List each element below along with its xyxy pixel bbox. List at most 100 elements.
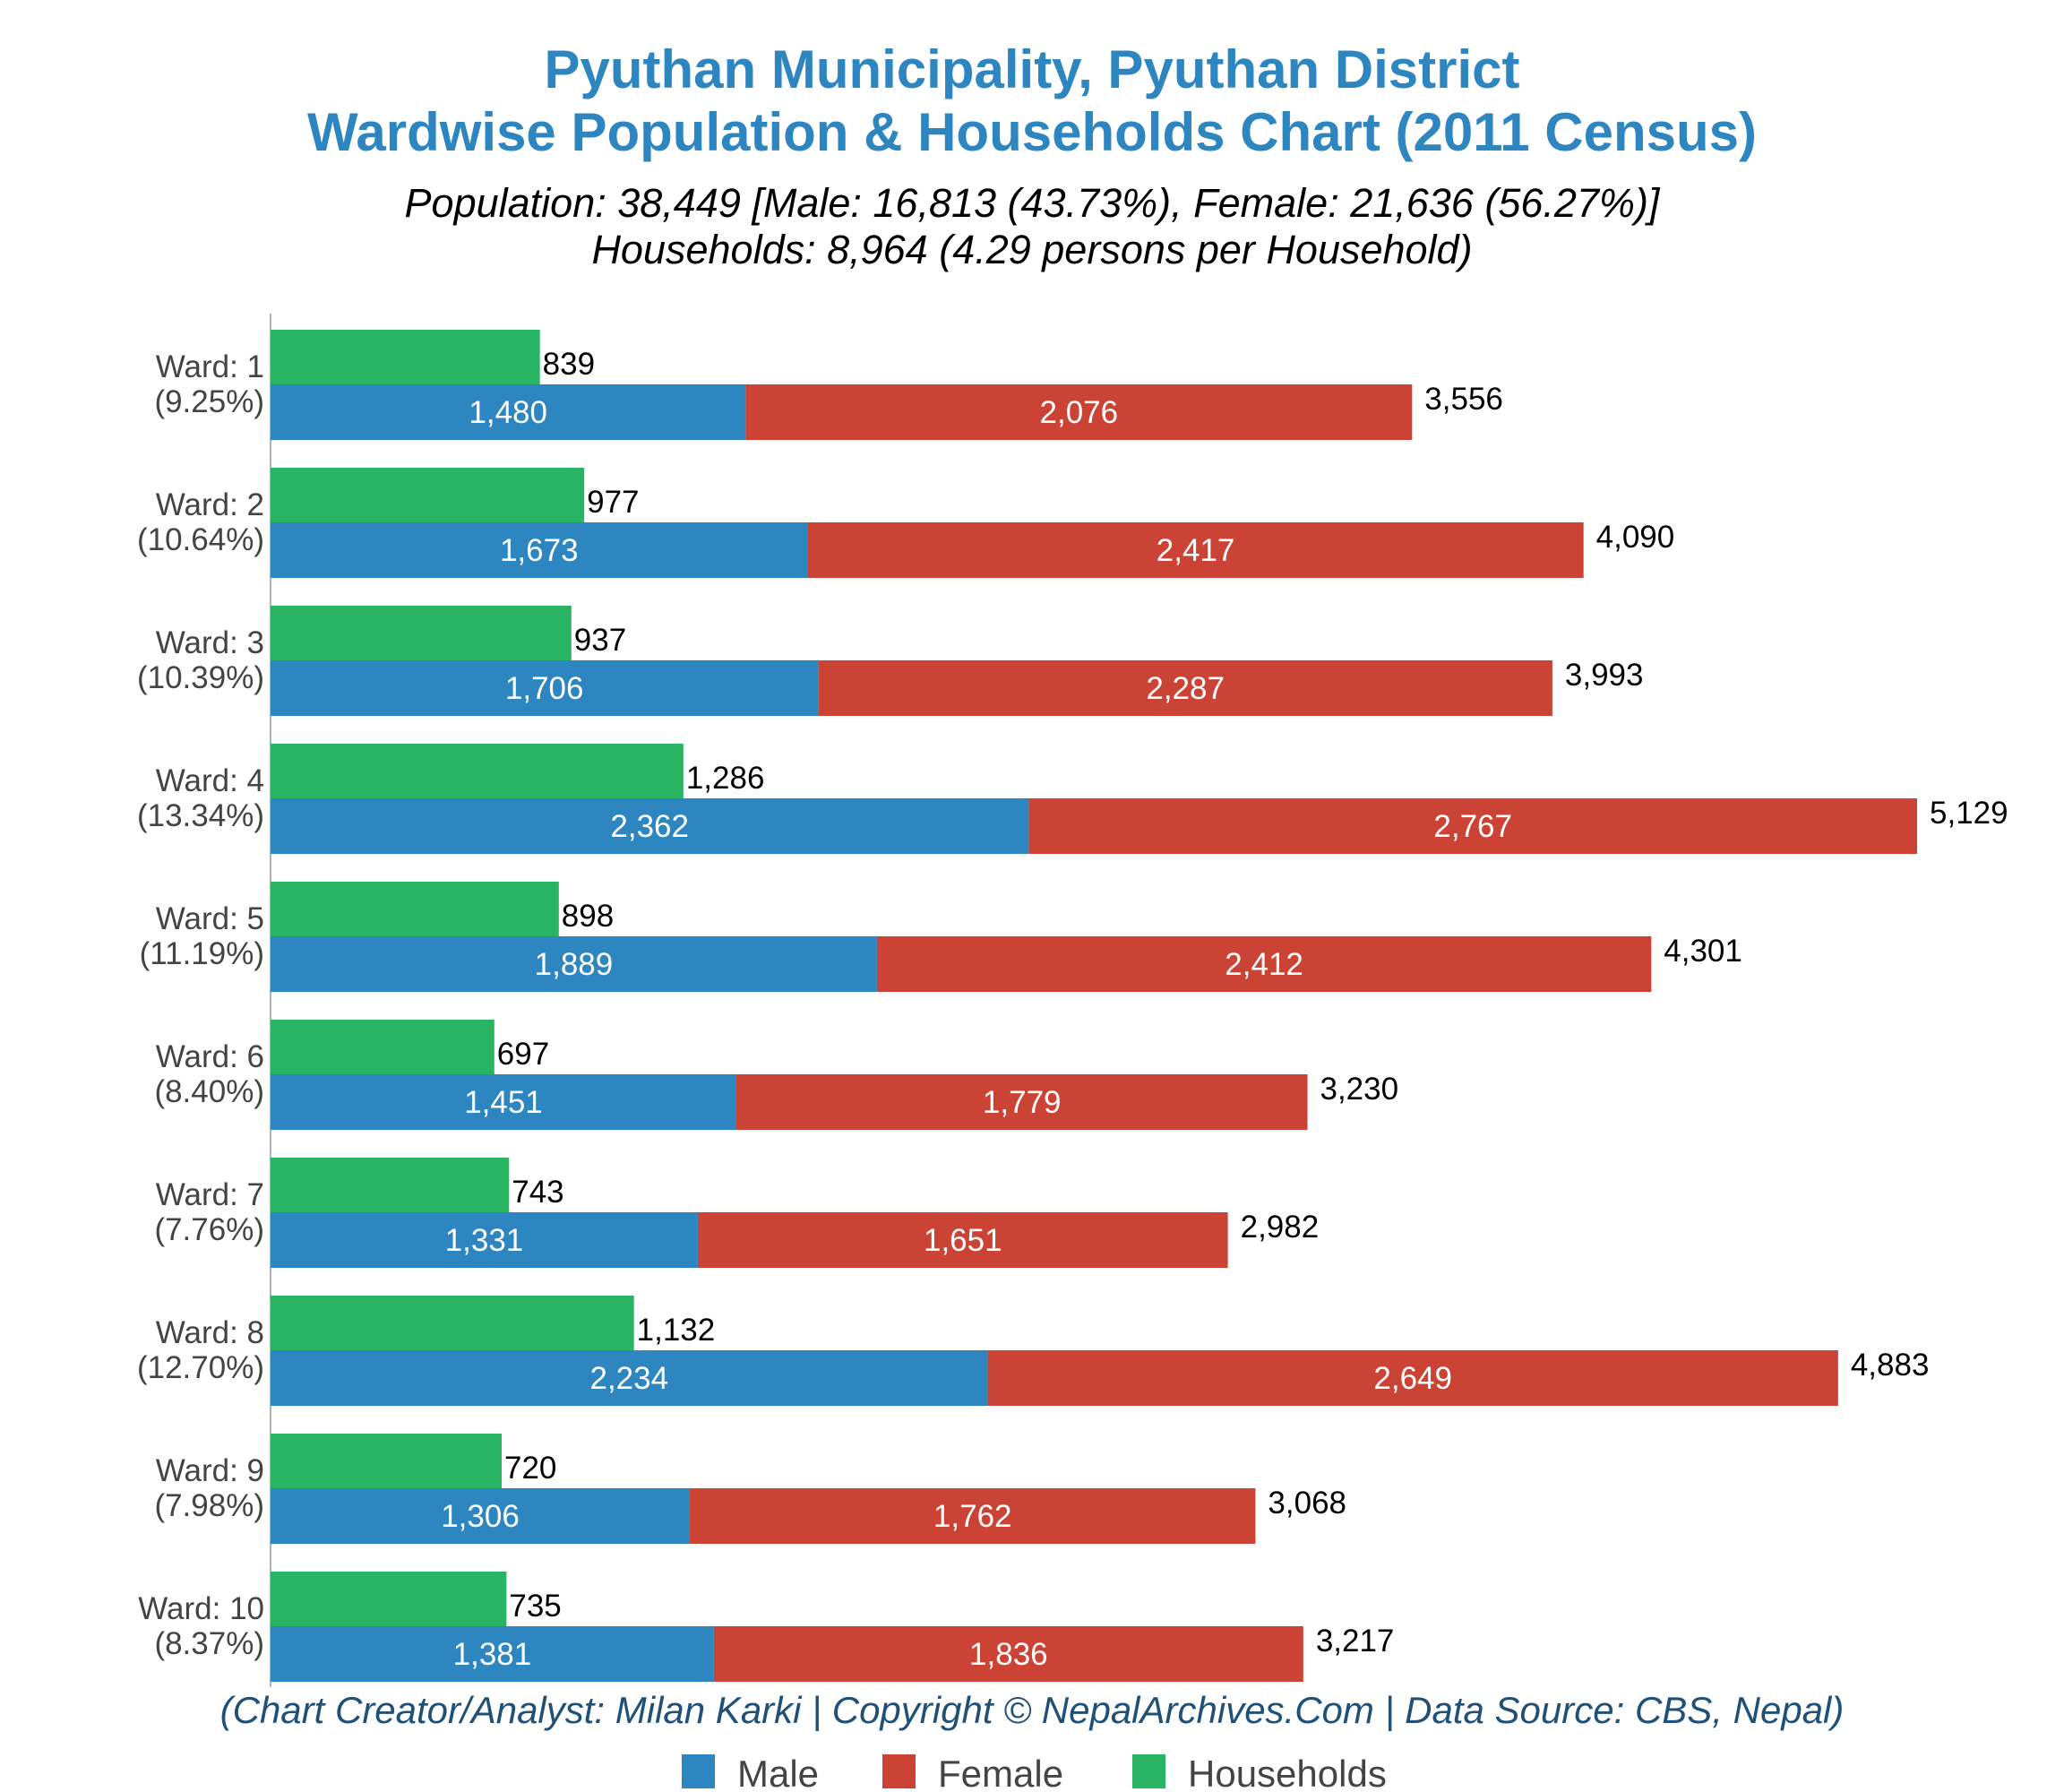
total-value-label: 3,993: [1565, 658, 1644, 693]
legend: Male Female Households: [682, 1753, 1387, 1792]
legend-item-households: Households: [1132, 1753, 1387, 1792]
male-value-label: 1,480: [469, 395, 547, 430]
female-value-label: 2,287: [1146, 671, 1225, 706]
households-value-label: 898: [562, 899, 614, 934]
legend-swatch: [1132, 1754, 1165, 1788]
households-value-label: 735: [509, 1589, 561, 1624]
male-bar: [271, 936, 877, 992]
male-bar: [271, 1350, 988, 1406]
male-value-label: 1,306: [441, 1499, 520, 1534]
total-value-label: 4,301: [1664, 934, 1742, 969]
ward-share-label: (7.98%): [154, 1488, 264, 1523]
female-value-label: 1,651: [924, 1223, 1002, 1258]
households-value-label: 1,132: [637, 1313, 716, 1348]
ward-group: Ward: 3(10.39%) 937 1,706 2,287 3,993: [137, 606, 1644, 716]
ward-label: Ward: 6: [156, 1039, 264, 1074]
male-bar: [271, 1488, 691, 1544]
female-value-label: 2,649: [1373, 1361, 1452, 1396]
households-value-label: 839: [543, 347, 595, 382]
households-bar: [271, 1020, 494, 1074]
chart-title-line-1: Pyuthan Municipality, Pyuthan District: [544, 39, 1519, 99]
female-bar: [818, 660, 1552, 716]
female-bar: [697, 1212, 1228, 1268]
female-bar: [745, 384, 1413, 440]
households-bar: [271, 1158, 510, 1212]
ward-label: Ward: 9: [156, 1453, 264, 1488]
male-value-label: 1,673: [500, 533, 579, 568]
ward-group: Ward: 7(7.76%) 743 1,331 1,651 2,982: [154, 1158, 1319, 1268]
female-bar: [876, 936, 1652, 992]
ward-share-label: (8.37%): [154, 1626, 264, 1661]
female-value-label: 1,762: [933, 1499, 1012, 1534]
male-bar: [271, 384, 746, 440]
female-bar: [807, 522, 1584, 578]
ward-group: Ward: 8(12.70%) 1,132 2,234 2,649 4,883: [137, 1296, 1929, 1406]
ward-label: Ward: 10: [138, 1591, 264, 1626]
chart-title-line-2: Wardwise Population & Households Chart (…: [307, 102, 1757, 162]
ward-label: Ward: 4: [156, 763, 264, 798]
ward-share-label: (8.40%): [154, 1074, 264, 1109]
total-value-label: 3,230: [1320, 1072, 1398, 1107]
legend-swatch: [682, 1754, 715, 1788]
male-value-label: 1,381: [453, 1637, 532, 1672]
ward-group: Ward: 9(7.98%) 720 1,306 1,762 3,068: [154, 1434, 1346, 1544]
male-bar: [271, 1626, 714, 1682]
ward-label: Ward: 1: [156, 349, 264, 384]
households-bar: [271, 1434, 503, 1488]
total-value-label: 4,090: [1596, 520, 1675, 555]
male-bar: [271, 660, 819, 716]
households-value-label: 720: [504, 1451, 556, 1486]
female-bar: [713, 1626, 1303, 1682]
female-value-label: 2,412: [1225, 947, 1303, 982]
female-value-label: 2,767: [1433, 809, 1512, 844]
ward-share-label: (7.76%): [154, 1212, 264, 1247]
female-bar: [735, 1074, 1308, 1130]
female-bar: [690, 1488, 1256, 1544]
ward-share-label: (10.39%): [137, 660, 264, 695]
chart-credit: (Chart Creator/Analyst: Milan Karki | Co…: [220, 1689, 1845, 1732]
ward-share-label: (13.34%): [137, 798, 264, 833]
female-value-label: 1,779: [983, 1085, 1062, 1120]
ward-share-label: (10.64%): [137, 522, 264, 557]
households-bar: [271, 1572, 507, 1626]
households-value-label: 977: [587, 485, 639, 520]
households-value-label: 743: [512, 1175, 563, 1210]
legend-item-male: Male: [682, 1753, 819, 1792]
male-value-label: 1,889: [535, 947, 614, 982]
chart-subtitle-population: Population: 38,449 [Male: 16,813 (43.73%…: [405, 180, 1661, 226]
female-bar: [1028, 798, 1917, 854]
ward-share-label: (12.70%): [137, 1350, 264, 1385]
ward-group: Ward: 10(8.37%) 735 1,381 1,836 3,217: [138, 1572, 1394, 1682]
male-bar: [271, 522, 808, 578]
male-value-label: 1,706: [505, 671, 584, 706]
total-value-label: 3,217: [1316, 1624, 1395, 1658]
male-value-label: 2,362: [610, 809, 689, 844]
households-bar: [271, 1296, 634, 1350]
chart-subtitle-households: Households: 8,964 (4.29 persons per Hous…: [591, 227, 1472, 272]
ward-label: Ward: 5: [156, 901, 264, 936]
households-value-label: 1,286: [686, 761, 765, 796]
households-bar: [271, 744, 684, 798]
ward-label: Ward: 8: [156, 1315, 264, 1350]
male-value-label: 1,331: [445, 1223, 524, 1258]
households-bar: [271, 468, 585, 522]
male-bar: [271, 798, 1029, 854]
households-bar: [271, 330, 540, 384]
total-value-label: 2,982: [1241, 1210, 1320, 1245]
legend-label: Female: [938, 1753, 1063, 1792]
male-bar: [271, 1074, 736, 1130]
legend-swatch: [882, 1754, 916, 1788]
male-value-label: 1,451: [464, 1085, 543, 1120]
households-value-label: 697: [497, 1037, 549, 1072]
female-value-label: 2,076: [1040, 395, 1119, 430]
male-bar: [271, 1212, 698, 1268]
legend-label: Male: [737, 1753, 819, 1792]
ward-label: Ward: 7: [156, 1177, 264, 1212]
total-value-label: 3,556: [1424, 382, 1503, 417]
female-value-label: 2,417: [1157, 533, 1235, 568]
ward-group: Ward: 4(13.34%) 1,286 2,362 2,767 5,129: [137, 744, 2008, 854]
legend-label: Households: [1188, 1753, 1387, 1792]
total-value-label: 5,129: [1930, 796, 2008, 831]
